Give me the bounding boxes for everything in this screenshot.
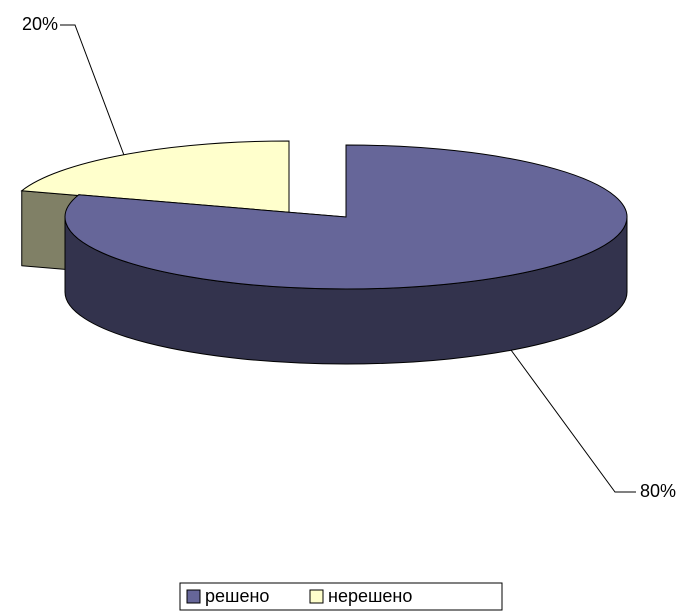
leader-line bbox=[60, 24, 125, 155]
slice-top bbox=[64, 144, 628, 290]
legend-swatch bbox=[186, 589, 201, 604]
data-label: 80% bbox=[640, 481, 676, 501]
legend: решено нерешено bbox=[186, 586, 412, 606]
legend-label: нерешено bbox=[328, 586, 412, 606]
legend-box bbox=[179, 582, 503, 611]
pie bbox=[20, 140, 628, 365]
leader-line bbox=[510, 349, 636, 493]
legend-swatch bbox=[309, 589, 324, 604]
data-label: 20% bbox=[22, 14, 58, 34]
slice-top bbox=[20, 140, 290, 214]
legend-label: решено bbox=[205, 586, 269, 606]
labels: 20% 80% bbox=[22, 14, 676, 501]
